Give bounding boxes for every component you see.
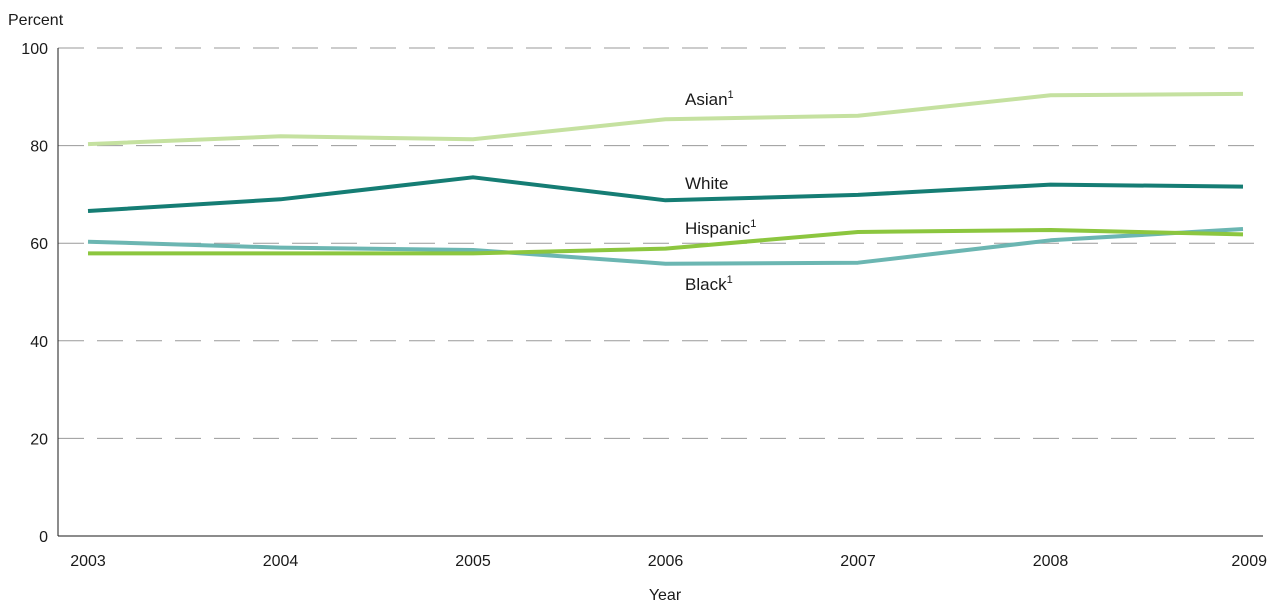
y-tick-label: 60 bbox=[30, 236, 48, 253]
y-tick-label: 0 bbox=[39, 529, 48, 546]
x-tick-label: 2008 bbox=[1033, 553, 1069, 570]
series-label-footnote: 1 bbox=[728, 89, 734, 101]
x-axis-title: Year bbox=[649, 587, 682, 604]
series-line-asian bbox=[87, 91, 1244, 147]
y-tick-label: 40 bbox=[30, 334, 48, 351]
series-lines bbox=[87, 91, 1244, 266]
series-label-footnote: 1 bbox=[727, 274, 733, 286]
series-line-black bbox=[87, 227, 1244, 266]
series-line-hispanic bbox=[88, 228, 1244, 256]
x-tick-labels: 2003 2004 2005 2006 2007 2008 2009 bbox=[70, 553, 1267, 570]
axes bbox=[57, 48, 1263, 537]
series-label-text: Asian bbox=[685, 90, 728, 109]
series-label-hispanic: Hispanic1 bbox=[685, 218, 756, 238]
series-label-text: Black bbox=[685, 275, 727, 294]
y-axis-title: Percent bbox=[8, 12, 64, 29]
series-label-text: Hispanic bbox=[685, 219, 751, 238]
series-label-white: White bbox=[685, 174, 728, 193]
x-tick-label: 2005 bbox=[455, 553, 491, 570]
series-label-black: Black1 bbox=[685, 274, 733, 294]
series-label-text: White bbox=[685, 174, 728, 193]
x-tick-label: 2004 bbox=[263, 553, 299, 570]
x-tick-label: 2009 bbox=[1231, 553, 1267, 570]
series-line-white bbox=[87, 175, 1244, 213]
series-label-asian: Asian1 bbox=[685, 89, 734, 109]
series-label-footnote: 1 bbox=[750, 218, 756, 230]
gridlines bbox=[58, 47, 1263, 439]
y-tick-label: 80 bbox=[30, 139, 48, 156]
y-tick-labels: 0 20 40 60 80 100 bbox=[21, 41, 48, 546]
y-tick-label: 20 bbox=[30, 431, 48, 448]
x-tick-label: 2007 bbox=[840, 553, 876, 570]
y-tick-label: 100 bbox=[21, 41, 48, 58]
x-tick-label: 2003 bbox=[70, 553, 106, 570]
x-tick-label: 2006 bbox=[648, 553, 684, 570]
